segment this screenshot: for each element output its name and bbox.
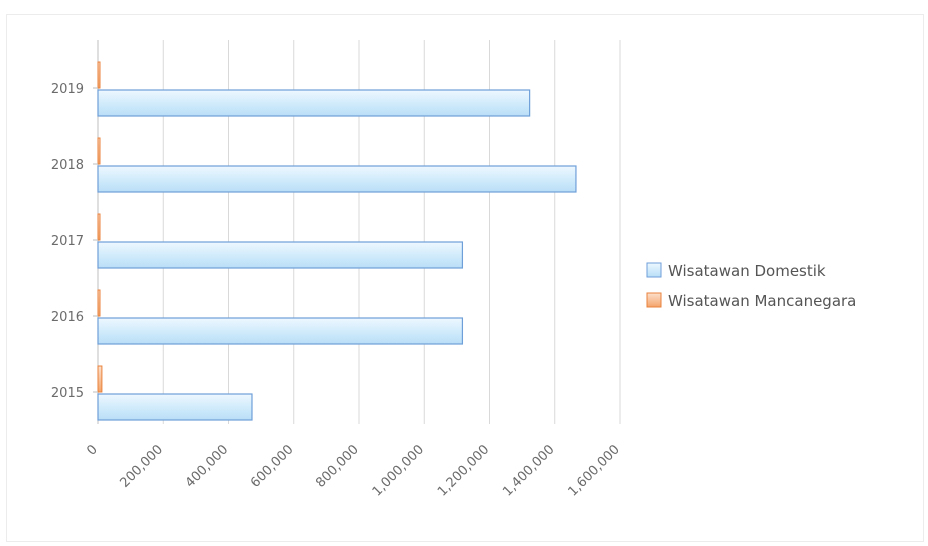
x-tick-label: 1,000,000 [370, 442, 427, 499]
x-tick-label: 800,000 [313, 442, 362, 491]
bar-mancanegara-2018 [97, 137, 101, 165]
bars [97, 61, 577, 421]
legend-label-mancanegara: Wisatawan Mancanegara [668, 292, 856, 310]
bar-domestik-2018 [97, 165, 577, 193]
legend-swatch-mancanegara [646, 292, 662, 308]
legend-swatch-domestik [646, 262, 662, 278]
bar-domestik-2019 [97, 89, 531, 117]
x-tick-label: 1,400,000 [500, 442, 557, 499]
bar-mancanegara-2016 [97, 289, 101, 317]
x-tick-label: 400,000 [183, 442, 232, 491]
y-tick-label: 2016 [51, 310, 84, 325]
y-tick-label: 2015 [51, 386, 84, 401]
bar-mancanegara-2019 [97, 61, 101, 89]
bar-domestik-2015 [97, 393, 253, 421]
x-tick-label: 200,000 [117, 442, 166, 491]
bar-mancanegara-2015 [97, 365, 103, 393]
bar-mancanegara-2017 [97, 213, 101, 241]
legend-label-domestik: Wisatawan Domestik [668, 262, 826, 280]
x-tick-label: 1,600,000 [565, 442, 622, 499]
y-axis-tick-labels: 2019 2018 2017 2016 2015 [51, 82, 98, 401]
x-tick-label: 600,000 [248, 442, 297, 491]
x-tick-label: 0 [84, 442, 100, 458]
bar-domestik-2017 [97, 241, 464, 269]
legend: Wisatawan Domestik Wisatawan Mancanegara [646, 262, 856, 310]
y-tick-label: 2019 [51, 82, 84, 97]
y-tick-label: 2018 [51, 158, 84, 173]
bar-domestik-2016 [97, 317, 464, 345]
x-tick-label: 1,200,000 [435, 442, 492, 499]
x-axis-tick-labels: 0 200,000 400,000 600,000 800,000 1,000,000 1,… [84, 442, 622, 499]
y-tick-label: 2017 [51, 234, 84, 249]
